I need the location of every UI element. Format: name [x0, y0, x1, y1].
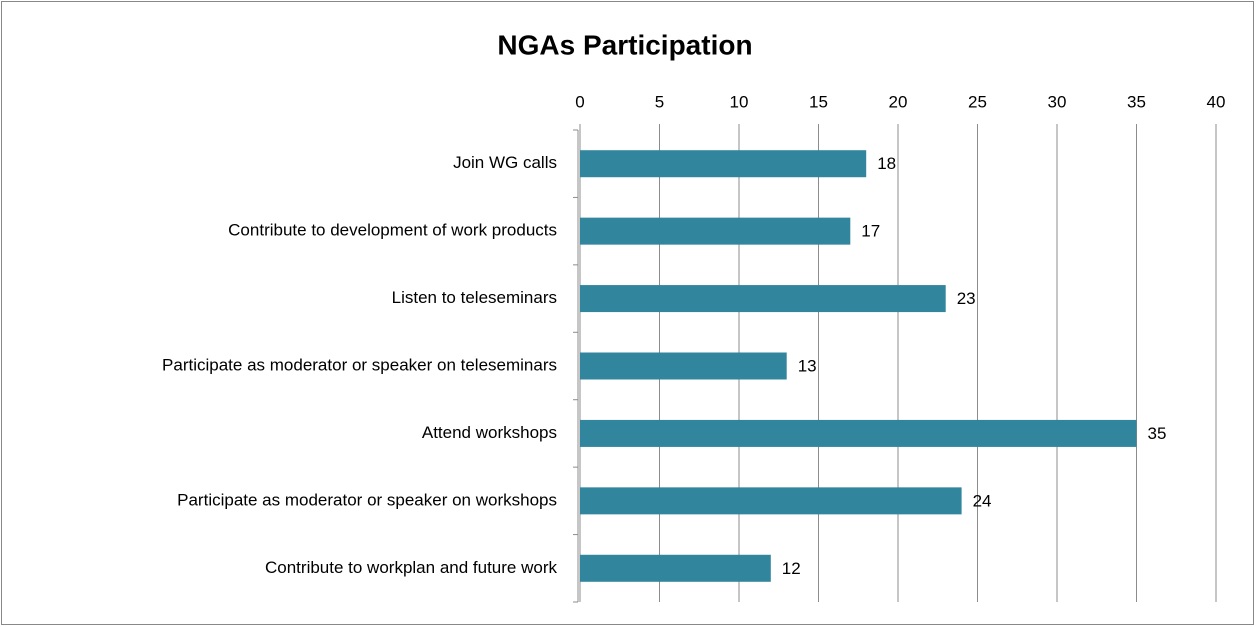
- y-tick-label: Attend workshops: [422, 423, 557, 442]
- x-tick-label: 20: [889, 92, 908, 111]
- bar: [580, 554, 771, 582]
- data-label: 35: [1148, 424, 1167, 443]
- bar: [580, 352, 787, 380]
- bar: [580, 150, 867, 178]
- x-tick-label: 25: [968, 92, 987, 111]
- bar: [580, 487, 962, 515]
- y-tick-label: Listen to teleseminars: [392, 288, 557, 307]
- x-tick-label: 30: [1048, 92, 1067, 111]
- x-tick-label: 10: [730, 92, 749, 111]
- data-label: 23: [957, 289, 976, 308]
- y-tick-label: Participate as moderator or speaker on t…: [162, 355, 557, 374]
- bar: [580, 285, 946, 313]
- x-tick-label: 5: [655, 92, 664, 111]
- bar: [580, 419, 1137, 447]
- data-label: 12: [782, 559, 801, 578]
- bar: [580, 217, 851, 245]
- x-tick-label: 0: [575, 92, 584, 111]
- data-label: 13: [798, 356, 817, 375]
- x-tick-label: 15: [809, 92, 828, 111]
- x-tick-label: 40: [1207, 92, 1226, 111]
- data-label: 24: [973, 491, 992, 510]
- y-tick-label: Contribute to workplan and future work: [265, 558, 557, 577]
- y-tick-label: Participate as moderator or speaker on w…: [177, 490, 557, 509]
- data-label: 17: [861, 222, 880, 241]
- y-tick-label: Contribute to development of work produc…: [228, 221, 557, 240]
- y-tick-label: Join WG calls: [453, 153, 557, 172]
- x-tick-label: 35: [1127, 92, 1146, 111]
- chart-title: NGAs Participation: [497, 29, 752, 60]
- data-label: 18: [877, 154, 896, 173]
